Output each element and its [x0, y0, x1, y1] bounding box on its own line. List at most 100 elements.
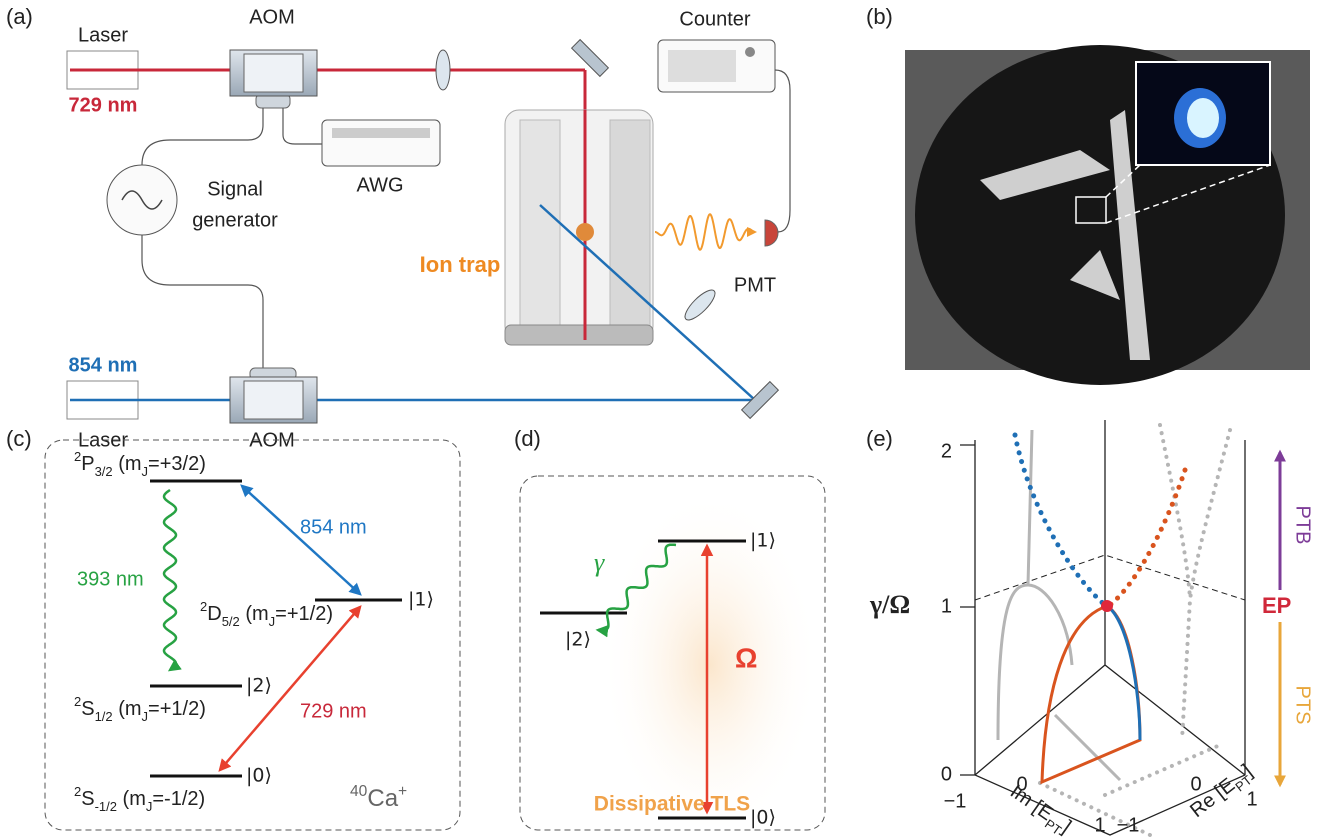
figure: (a) Laser 729 nm AOM AWG Signal generato…: [0, 0, 1317, 838]
counter-knob: [745, 47, 755, 57]
im-tick-label: 1: [1094, 814, 1105, 836]
aom: [230, 50, 317, 108]
ion-image: [1187, 98, 1219, 138]
cable: [283, 108, 322, 144]
ket: |0⟩: [750, 807, 776, 829]
awg-display: [332, 128, 430, 138]
ket: |2⟩: [565, 629, 591, 651]
ion-label: 40Ca+: [350, 783, 407, 813]
panel-c: (c) 2P3/2 (mJ=+3/2) 2D5/2 (mJ=+1/2) 2S1/…: [6, 426, 460, 830]
transition-label: 854 nm: [300, 516, 367, 538]
re-tick-label: −1: [1117, 814, 1140, 836]
label-part: =+1/2): [148, 698, 206, 720]
panel-e: (e) 0 1 2 γ/Ω EP PTB PTS −1 0 1 −1 0 1 I…: [866, 420, 1314, 838]
label-part: 3/2: [95, 464, 113, 479]
gamma-label: γ: [594, 548, 605, 577]
ket: |1⟩: [750, 530, 776, 552]
fluorescence: [655, 214, 755, 250]
level-label: 2S-1/2 (mJ=-1/2): [74, 784, 205, 814]
ep-label: EP: [1262, 593, 1291, 618]
label-part: =+3/2): [148, 453, 206, 475]
pmt: [765, 220, 778, 246]
ptb-label: PTB: [1292, 506, 1314, 545]
projection: [1160, 425, 1230, 740]
label-part: (m: [113, 453, 142, 475]
level-label: 2P3/2 (mJ=+3/2): [74, 449, 206, 479]
wavelength-label: 854 nm: [69, 354, 138, 376]
pmt-label: PMT: [734, 274, 776, 296]
label-part: =-1/2): [152, 788, 205, 810]
aom-label: AOM: [249, 6, 295, 28]
ket: |2⟩: [246, 675, 272, 697]
panel-a: (a) Laser 729 nm AOM AWG Signal generato…: [6, 4, 790, 451]
cable: [142, 235, 263, 375]
ket: |1⟩: [408, 589, 434, 611]
caption: Dissipative TLS: [594, 793, 750, 816]
ep-plane: [975, 555, 1245, 600]
label-part: 2: [74, 449, 81, 464]
ket: |0⟩: [246, 765, 272, 787]
ion: [576, 223, 594, 241]
im-tick-label: −1: [944, 790, 967, 812]
label-part: D: [207, 603, 221, 625]
label-part: 2: [200, 599, 207, 614]
omega-label: Ω: [735, 642, 757, 673]
transition-label: 393 nm: [77, 568, 144, 590]
panel-label: (e): [866, 426, 893, 451]
cable: [775, 70, 790, 232]
cable: [142, 108, 263, 165]
re-tick-label: 0: [1190, 773, 1201, 795]
label-part: (m: [240, 603, 269, 625]
panel-label: (d): [514, 426, 541, 451]
signal-generator-label: Signal: [207, 178, 263, 200]
panel-label: (c): [6, 426, 32, 451]
wavelength-label: 729 nm: [69, 94, 138, 116]
label-part: 1/2: [95, 709, 113, 724]
ion-trap-label: Ion trap: [420, 252, 501, 277]
panel-b: (b): [866, 4, 1310, 385]
z-tick-label: 0: [941, 763, 952, 785]
aom: [230, 368, 317, 423]
label-part: =+1/2): [275, 603, 333, 625]
signal-generator-label: generator: [192, 209, 278, 231]
label-part: +: [398, 783, 407, 800]
im-title: Im [EPT]: [1004, 781, 1075, 838]
z-tick-label: 2: [941, 440, 952, 462]
lens: [436, 50, 450, 90]
counter-label: Counter: [679, 8, 750, 30]
counter-display: [668, 50, 736, 82]
laser-label: Laser: [78, 24, 128, 46]
panel-label: (a): [6, 4, 33, 29]
label-part: -1/2: [95, 799, 117, 814]
transition: [220, 607, 360, 770]
z-title: γ/Ω: [869, 590, 910, 619]
re-tick-label: 1: [1246, 788, 1257, 810]
panel-label: (b): [866, 4, 893, 29]
page: {"panel_a": {"label": "(a)", "laser_top"…: [0, 0, 1317, 838]
panel-d: (d) |1⟩ |2⟩ |0⟩ γ Ω Dissipative TLS: [514, 426, 825, 830]
exceptional-point: [1101, 600, 1113, 612]
decay: [164, 490, 176, 670]
transition-label: 729 nm: [300, 700, 367, 722]
label-part: P: [81, 453, 94, 475]
label-part: (m: [113, 698, 142, 720]
awg-label: AWG: [356, 174, 403, 196]
level-label: 2D5/2 (mJ=+1/2): [200, 599, 333, 629]
awg-box: [322, 120, 440, 166]
label-part: S: [81, 698, 94, 720]
label-part: 40: [350, 783, 368, 800]
glow: [610, 505, 810, 825]
label-part: 2: [74, 694, 81, 709]
label-part: (m: [117, 788, 146, 810]
lens: [681, 286, 719, 324]
pts-label: PTS: [1292, 686, 1314, 725]
level-label: 2S1/2 (mJ=+1/2): [74, 694, 206, 724]
projection: [1055, 715, 1120, 780]
label-part: 5/2: [222, 614, 240, 629]
label-part: 2: [74, 784, 81, 799]
z-tick-label: 1: [941, 595, 952, 617]
projection: [998, 430, 1072, 740]
label-part: S: [81, 788, 94, 810]
transition: [242, 486, 360, 594]
label-part: Ca: [367, 785, 398, 812]
